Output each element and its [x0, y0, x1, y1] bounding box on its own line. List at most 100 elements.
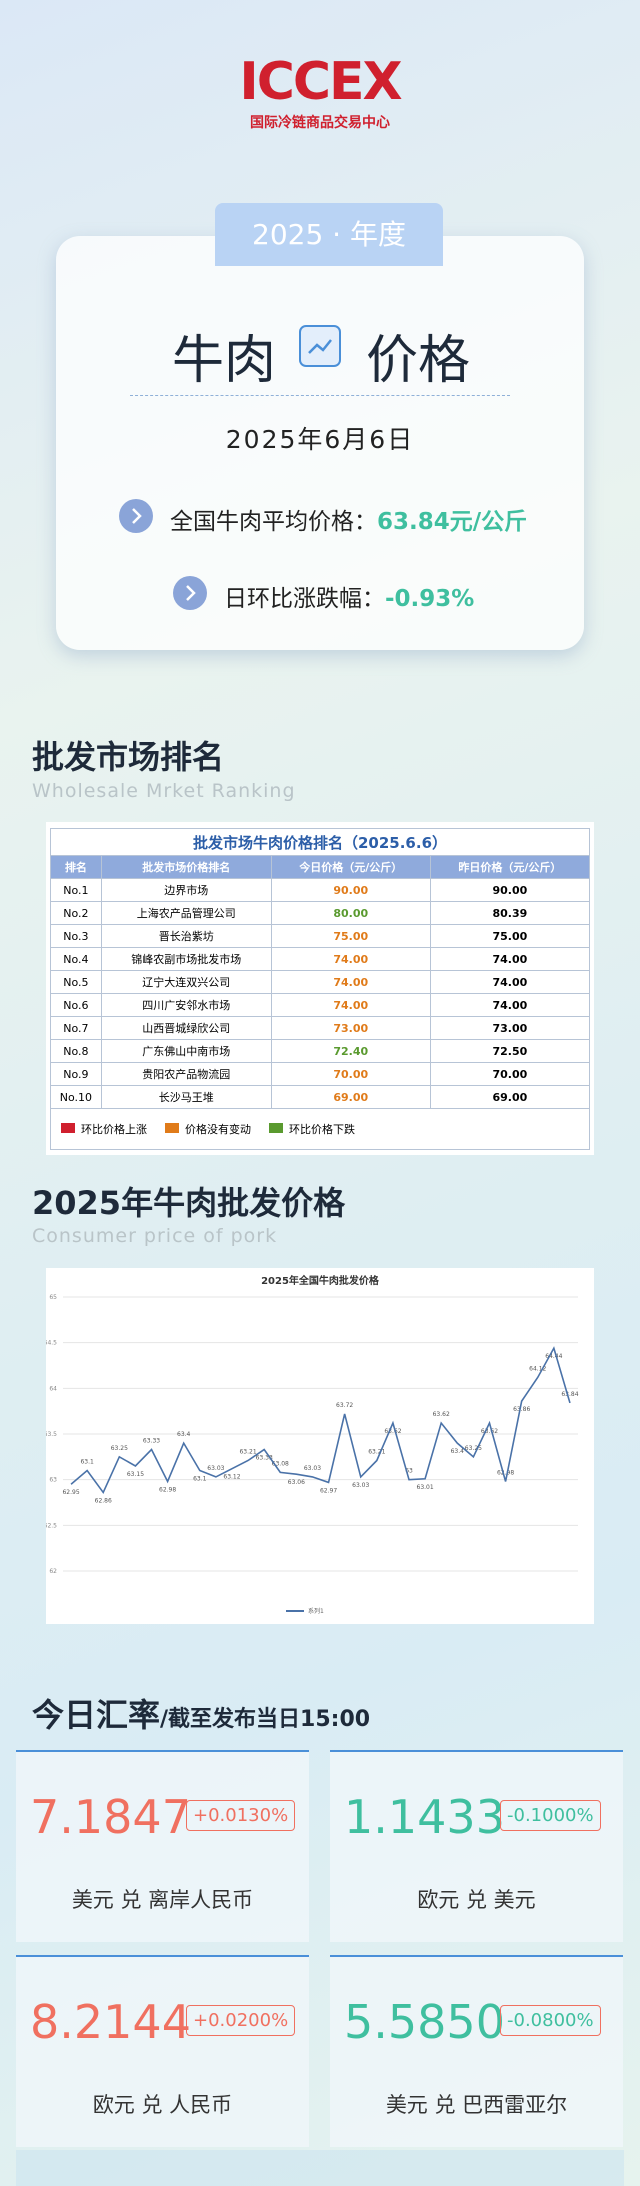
table-cell: 长沙马王堆 — [100, 1085, 272, 1109]
table-cell: No.5 — [50, 970, 102, 994]
y-tick-label: 62 — [49, 1568, 57, 1575]
avg-row: 全国牛肉平均价格：63.84元/公斤 — [170, 502, 527, 536]
data-label: 63.62 — [481, 1428, 498, 1435]
title-right: 价格 — [366, 331, 471, 391]
table-cell: 72.40 — [270, 1039, 431, 1063]
table-cell: 74.00 — [270, 970, 431, 994]
table-row: No.5 辽宁大连双兴公司 74.00 74.00 — [50, 970, 591, 994]
fx-value: 7.1847 — [30, 1790, 191, 1844]
table-cell: No.1 — [50, 878, 102, 902]
table-cell: 74.00 — [429, 970, 591, 994]
header-cell: 排名 — [50, 855, 102, 879]
table-cell: No.8 — [50, 1039, 102, 1063]
fx-card: 8.2144 +0.0200% 欧元 兑 人民币 — [16, 1955, 309, 2147]
fx-change: -0.1000% — [500, 1800, 601, 1831]
date: 2025年6月6日 — [225, 425, 415, 454]
table-cell: 锦峰农副市场批发市场 — [100, 947, 272, 971]
table-cell: 73.00 — [270, 1016, 431, 1040]
section-subheading: Wholesale Mrket Ranking — [32, 780, 296, 802]
header-row: 排名 批发市场价格排名 今日价格（元/公斤） 昨日价格（元/公斤） — [50, 855, 591, 879]
fx-change: +0.0130% — [186, 1800, 296, 1831]
data-label: 63.4 — [451, 1448, 465, 1455]
fx-card: 1.1433 -0.1000% 欧元 兑 美元 — [330, 1750, 623, 1942]
legend-swatch — [269, 1123, 283, 1133]
legend-label: 价格没有变动 — [185, 1123, 251, 1136]
avg-label: 全国牛肉平均价格： — [170, 509, 377, 535]
line — [70, 1346, 571, 1495]
legend-label: 环比价格下跌 — [289, 1123, 355, 1136]
header-cell: 批发市场价格排名 — [100, 855, 272, 879]
fx-pair: 美元 兑 离岸人民币 — [71, 1888, 254, 1912]
data-label: 63.72 — [336, 1402, 353, 1409]
y-tick-label: 64 — [49, 1385, 57, 1392]
year-tab: 2025 · 年度 — [215, 203, 443, 266]
change-value: -0.93% — [385, 586, 475, 612]
section-subheading: Consumer price of pork — [32, 1225, 278, 1247]
data-label: 62.86 — [95, 1497, 112, 1504]
data-label: 63.62 — [433, 1411, 450, 1418]
logo: ICCEX — [239, 52, 402, 112]
table-cell: No.3 — [50, 924, 102, 948]
divider — [130, 395, 510, 396]
bullet-icon — [119, 499, 153, 533]
avg-value: 63.84元/公斤 — [377, 509, 528, 535]
table-cell: 74.00 — [429, 947, 591, 971]
y-tick-label: 63 — [49, 1477, 57, 1484]
table-cell: 80.39 — [429, 901, 591, 925]
table-cell: 75.00 — [429, 924, 591, 948]
fx-value: 8.2144 — [30, 1995, 191, 2049]
table-row: No.3 晋长治紫坊 75.00 75.00 — [50, 924, 591, 948]
table-row: No.2 上海农产品管理公司 80.00 80.39 — [50, 901, 591, 925]
table-cell: 72.50 — [429, 1039, 591, 1063]
data-label: 62.98 — [497, 1469, 514, 1476]
table-row: No.1 边界市场 90.00 90.00 — [50, 878, 591, 902]
data-label: 63.25 — [465, 1445, 482, 1452]
data-label: 63.84 — [561, 1391, 578, 1398]
fx-pair: 欧元 兑 美元 — [417, 1888, 536, 1912]
line-chart: 2025年全国牛肉批发价格 62 62.5 63 63.5 64 64.5 65 62.95 63… — [46, 1268, 594, 1624]
fx-change: +0.0200% — [186, 2005, 296, 2036]
data-label: 63.12 — [223, 1474, 240, 1481]
header-cell: 昨日价格（元/公斤） — [429, 855, 591, 879]
table-cell: 贵阳农产品物流园 — [100, 1062, 272, 1086]
title-left: 牛肉 — [172, 331, 277, 391]
logo-subtitle: 国际冷链商品交易中心 — [250, 115, 390, 131]
data-label: 64.44 — [545, 1353, 562, 1360]
table-cell: 69.00 — [429, 1085, 591, 1109]
data-label: 63.25 — [111, 1445, 128, 1452]
hero-card — [56, 236, 584, 650]
data-label: 63.03 — [352, 1482, 369, 1489]
change-row: 日环比涨跌幅：-0.93% — [224, 579, 474, 613]
data-label: 62.95 — [62, 1489, 79, 1496]
data-label: 62.98 — [159, 1486, 176, 1493]
data-label: 63.03 — [304, 1465, 321, 1472]
table-cell: 70.00 — [429, 1062, 591, 1086]
legend-row: 环比价格上涨 价格没有变动 环比价格下跌 — [50, 1108, 590, 1150]
table-cell: 90.00 — [429, 878, 591, 902]
data-label: 64.12 — [529, 1365, 546, 1372]
fx-change: -0.0800% — [500, 2005, 601, 2036]
table-cell: 75.00 — [270, 924, 431, 948]
y-tick-label: 64.5 — [46, 1340, 57, 1347]
table-cell: 74.00 — [270, 947, 431, 971]
legend-label: 环比价格上涨 — [81, 1123, 147, 1136]
data-label: 63.03 — [207, 1465, 224, 1472]
table-cell: 80.00 — [270, 901, 431, 925]
header-cell: 今日价格（元/公斤） — [270, 855, 431, 879]
table-cell: 广东佛山中南市场 — [100, 1039, 272, 1063]
table-cell: 70.00 — [270, 1062, 431, 1086]
fx-value: 5.5850 — [344, 1995, 505, 2049]
table-cell: No.9 — [50, 1062, 102, 1086]
table-cell: 晋长治紫坊 — [100, 924, 272, 948]
y-tick-label: 65 — [49, 1294, 57, 1301]
data-label: 63.33 — [143, 1438, 160, 1445]
table-cell: No.4 — [50, 947, 102, 971]
y-tick-label: 62.5 — [46, 1522, 57, 1529]
fx-heading-row: 今日汇率/截至发布当日15:00 — [32, 1690, 370, 1736]
data-label: 62.97 — [320, 1487, 337, 1494]
table-cell: 73.00 — [429, 1016, 591, 1040]
table-cell: 上海农产品管理公司 — [100, 901, 272, 925]
table-cell: No.7 — [50, 1016, 102, 1040]
footer-strip — [16, 2150, 624, 2186]
